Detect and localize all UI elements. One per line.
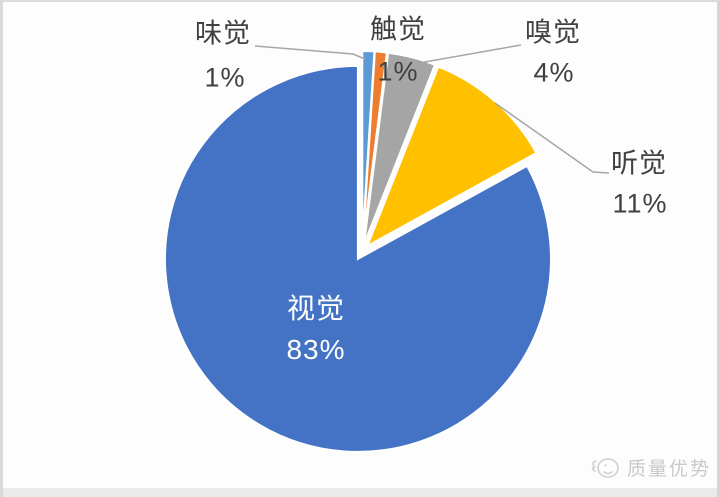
leader-line-taste (254, 45, 366, 60)
pie-chart (163, 44, 610, 453)
leader-line-smell (418, 44, 522, 64)
slice-label-taste: 味觉 (195, 18, 251, 49)
watermark: 质量优势 (589, 454, 711, 481)
slice-label-vision: 视觉 (286, 293, 346, 324)
slice-percent-hearing: 11% (612, 188, 668, 219)
pie-slice-vision (163, 64, 552, 453)
slice-percent-touch: 1% (377, 56, 419, 87)
bottom-border-strip (3, 488, 717, 497)
pie-slice-smell (363, 51, 437, 245)
slice-label-hearing: 听觉 (611, 148, 667, 179)
mascot-face-icon (589, 454, 621, 481)
pie-slice-touch (361, 50, 389, 245)
slice-percent-taste: 1% (204, 62, 246, 93)
slice-label-touch: 触觉 (370, 14, 426, 45)
leader-line-hearing (494, 102, 610, 174)
slice-label-smell: 嗅觉 (525, 17, 581, 48)
watermark-text: 质量优势 (627, 459, 712, 480)
pie-slice-hearing (365, 65, 538, 249)
slice-percent-vision: 83% (286, 334, 346, 365)
slice-percent-smell: 4% (533, 57, 575, 88)
